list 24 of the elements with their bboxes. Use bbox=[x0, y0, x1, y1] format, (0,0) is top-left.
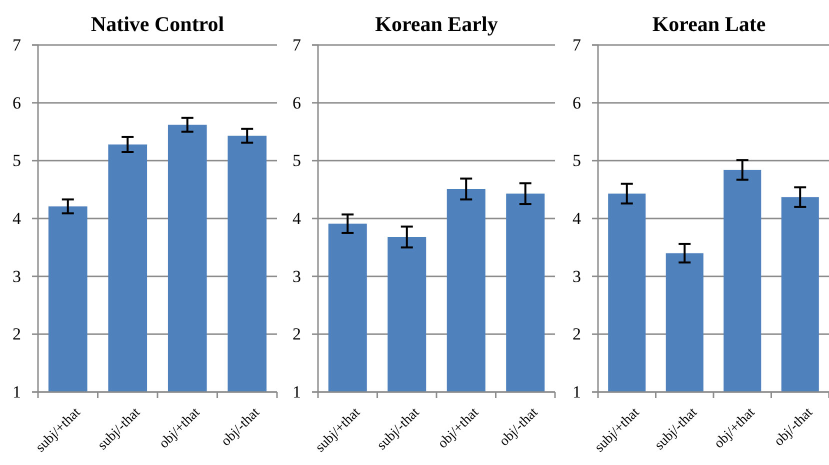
y-tick-label: 6 bbox=[292, 93, 301, 112]
y-tick-label: 2 bbox=[572, 324, 581, 344]
y-tick-label: 5 bbox=[292, 151, 301, 170]
y-tick-label: 7 bbox=[292, 35, 302, 54]
y-tick-label: 1 bbox=[12, 382, 21, 402]
y-tick-label: 1 bbox=[572, 382, 581, 402]
y-tick-label: 3 bbox=[12, 266, 21, 286]
y-tick-label: 4 bbox=[572, 208, 582, 228]
y-tick-label: 3 bbox=[292, 266, 301, 286]
chart-title: Korean Early bbox=[375, 12, 498, 36]
y-tick-label: 4 bbox=[12, 208, 22, 228]
y-tick-label: 2 bbox=[12, 324, 21, 344]
chart-title: Korean Late bbox=[652, 12, 766, 36]
chart-title: Native Control bbox=[90, 12, 224, 36]
y-tick-label: 7 bbox=[12, 35, 22, 54]
y-tick-label: 7 bbox=[572, 35, 582, 54]
y-tick-label: 1 bbox=[292, 382, 301, 402]
y-tick-label: 4 bbox=[292, 208, 302, 228]
y-tick-label: 5 bbox=[12, 151, 21, 170]
y-tick-label: 3 bbox=[572, 266, 581, 286]
y-tick-label: 6 bbox=[12, 93, 21, 112]
y-tick-label: 6 bbox=[572, 93, 581, 112]
y-tick-label: 5 bbox=[572, 151, 581, 170]
y-tick-label: 2 bbox=[292, 324, 301, 344]
